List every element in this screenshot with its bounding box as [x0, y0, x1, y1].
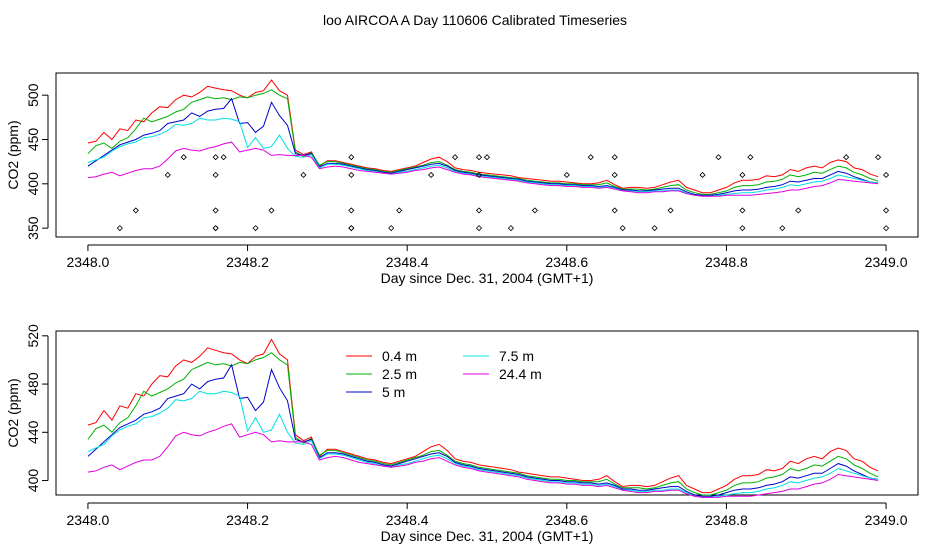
data-point-marker	[651, 225, 658, 232]
x-tick-label: 2348.8	[705, 512, 748, 528]
chart-panel-top: 2348.0 2348.2 2348.4 2348.6 2348.8 2349.0 Day …	[5, 72, 919, 286]
x-axis-label: Day since Dec. 31, 2004 (GMT+1)	[381, 528, 594, 544]
data-point-marker	[388, 225, 395, 232]
series-line-1	[87, 338, 879, 494]
x-tick-label: 2348.6	[545, 512, 588, 528]
series-line-5	[87, 423, 879, 498]
y-tick-label: 400	[25, 469, 41, 493]
series-line-5	[87, 141, 879, 197]
x-tick-label: 2348.0	[67, 512, 110, 528]
data-point-marker	[883, 171, 890, 179]
data-point-marker	[300, 171, 307, 179]
y-tick-label: 450	[25, 128, 41, 152]
y-tick-label: 500	[25, 83, 41, 107]
legend: 0.4 m 2.5 m 5 m 7.5 m 24.4 m	[346, 348, 542, 400]
data-point-marker	[212, 207, 219, 214]
data-point-marker	[475, 154, 483, 161]
y-tick-label: 400	[25, 172, 41, 196]
data-point-marker	[348, 154, 355, 161]
data-point-marker	[739, 225, 746, 232]
y-axis-label: CO2 (ppm)	[5, 120, 21, 189]
data-point-marker	[348, 225, 355, 232]
data-point-marker	[116, 225, 123, 232]
y-tick-label: 520	[25, 324, 41, 348]
data-point-marker	[587, 154, 594, 161]
legend-label: 5 m	[382, 384, 405, 400]
data-point-marker	[795, 207, 802, 214]
data-point-marker	[212, 225, 219, 232]
data-point-marker	[563, 171, 570, 179]
x-tick-label: 2348.6	[545, 254, 588, 270]
data-point-marker	[739, 207, 746, 214]
x-tick-label: 2348.0	[67, 254, 110, 270]
data-point-marker	[611, 154, 618, 161]
data-point-marker	[428, 171, 435, 179]
data-point-marker	[747, 154, 754, 161]
data-point-marker	[611, 171, 618, 179]
y-tick-label: 480	[25, 372, 41, 396]
data-point-marker	[348, 171, 355, 179]
legend-label: 7.5 m	[499, 348, 534, 364]
data-point-marker	[212, 154, 219, 161]
plot-frame	[55, 330, 919, 496]
data-point-marker	[883, 225, 890, 232]
x-tick-label: 2348.8	[705, 254, 748, 270]
x-axis-label: Day since Dec. 31, 2004 (GMT+1)	[381, 270, 594, 286]
data-point-marker	[883, 207, 890, 214]
y-axis-label: CO2 (ppm)	[5, 378, 21, 447]
data-point-marker	[475, 171, 483, 179]
data-point-marker	[619, 225, 626, 232]
legend-label: 24.4 m	[499, 366, 542, 382]
series-line-2	[87, 352, 879, 496]
x-tick-label: 2349.0	[865, 254, 908, 270]
legend-label: 0.4 m	[382, 348, 417, 364]
series-line-2	[87, 89, 879, 195]
x-tick-label: 2348.2	[226, 512, 269, 528]
data-point-marker	[132, 207, 139, 214]
x-tick-label: 2348.2	[226, 254, 269, 270]
y-tick-label: 350	[25, 216, 41, 240]
x-tick-label: 2348.4	[386, 512, 429, 528]
data-point-marker	[348, 225, 355, 232]
data-point-marker	[396, 207, 403, 214]
data-point-marker	[348, 207, 355, 214]
data-point-marker	[252, 225, 259, 232]
data-point-marker	[475, 207, 483, 214]
data-point-marker	[843, 154, 850, 161]
data-point-marker	[531, 207, 538, 214]
data-point-marker	[875, 154, 882, 161]
series-line-4	[87, 390, 879, 498]
data-point-marker	[715, 154, 722, 161]
data-point-marker	[667, 207, 674, 214]
x-tick-label: 2348.4	[386, 254, 429, 270]
figure-title: loo AIRCOA A Day 110606 Calibrated Times…	[323, 12, 627, 28]
data-point-marker	[699, 171, 706, 179]
chart-panel-bottom: 2348.0 2348.2 2348.4 2348.6 2348.8 2349.0 Day …	[5, 324, 919, 544]
legend-label: 2.5 m	[382, 366, 417, 382]
data-point-marker	[268, 207, 275, 214]
data-point-marker	[483, 154, 491, 161]
series-line-4	[87, 117, 879, 197]
plot-frame	[55, 72, 919, 238]
data-point-marker	[220, 154, 227, 161]
data-point-marker	[452, 154, 459, 161]
data-point-marker	[739, 171, 746, 179]
data-point-marker	[475, 225, 483, 232]
data-point-marker	[180, 154, 187, 161]
x-tick-label: 2349.0	[865, 512, 908, 528]
y-tick-label: 440	[25, 420, 41, 444]
data-point-marker	[611, 207, 618, 214]
data-point-marker	[164, 171, 171, 179]
data-point-marker	[212, 225, 219, 232]
data-point-marker	[779, 225, 786, 232]
series-line-3	[87, 363, 879, 497]
series-line-3	[87, 97, 879, 196]
series-line-1	[87, 79, 879, 194]
data-point-marker	[507, 225, 515, 232]
data-point-marker	[212, 171, 219, 179]
